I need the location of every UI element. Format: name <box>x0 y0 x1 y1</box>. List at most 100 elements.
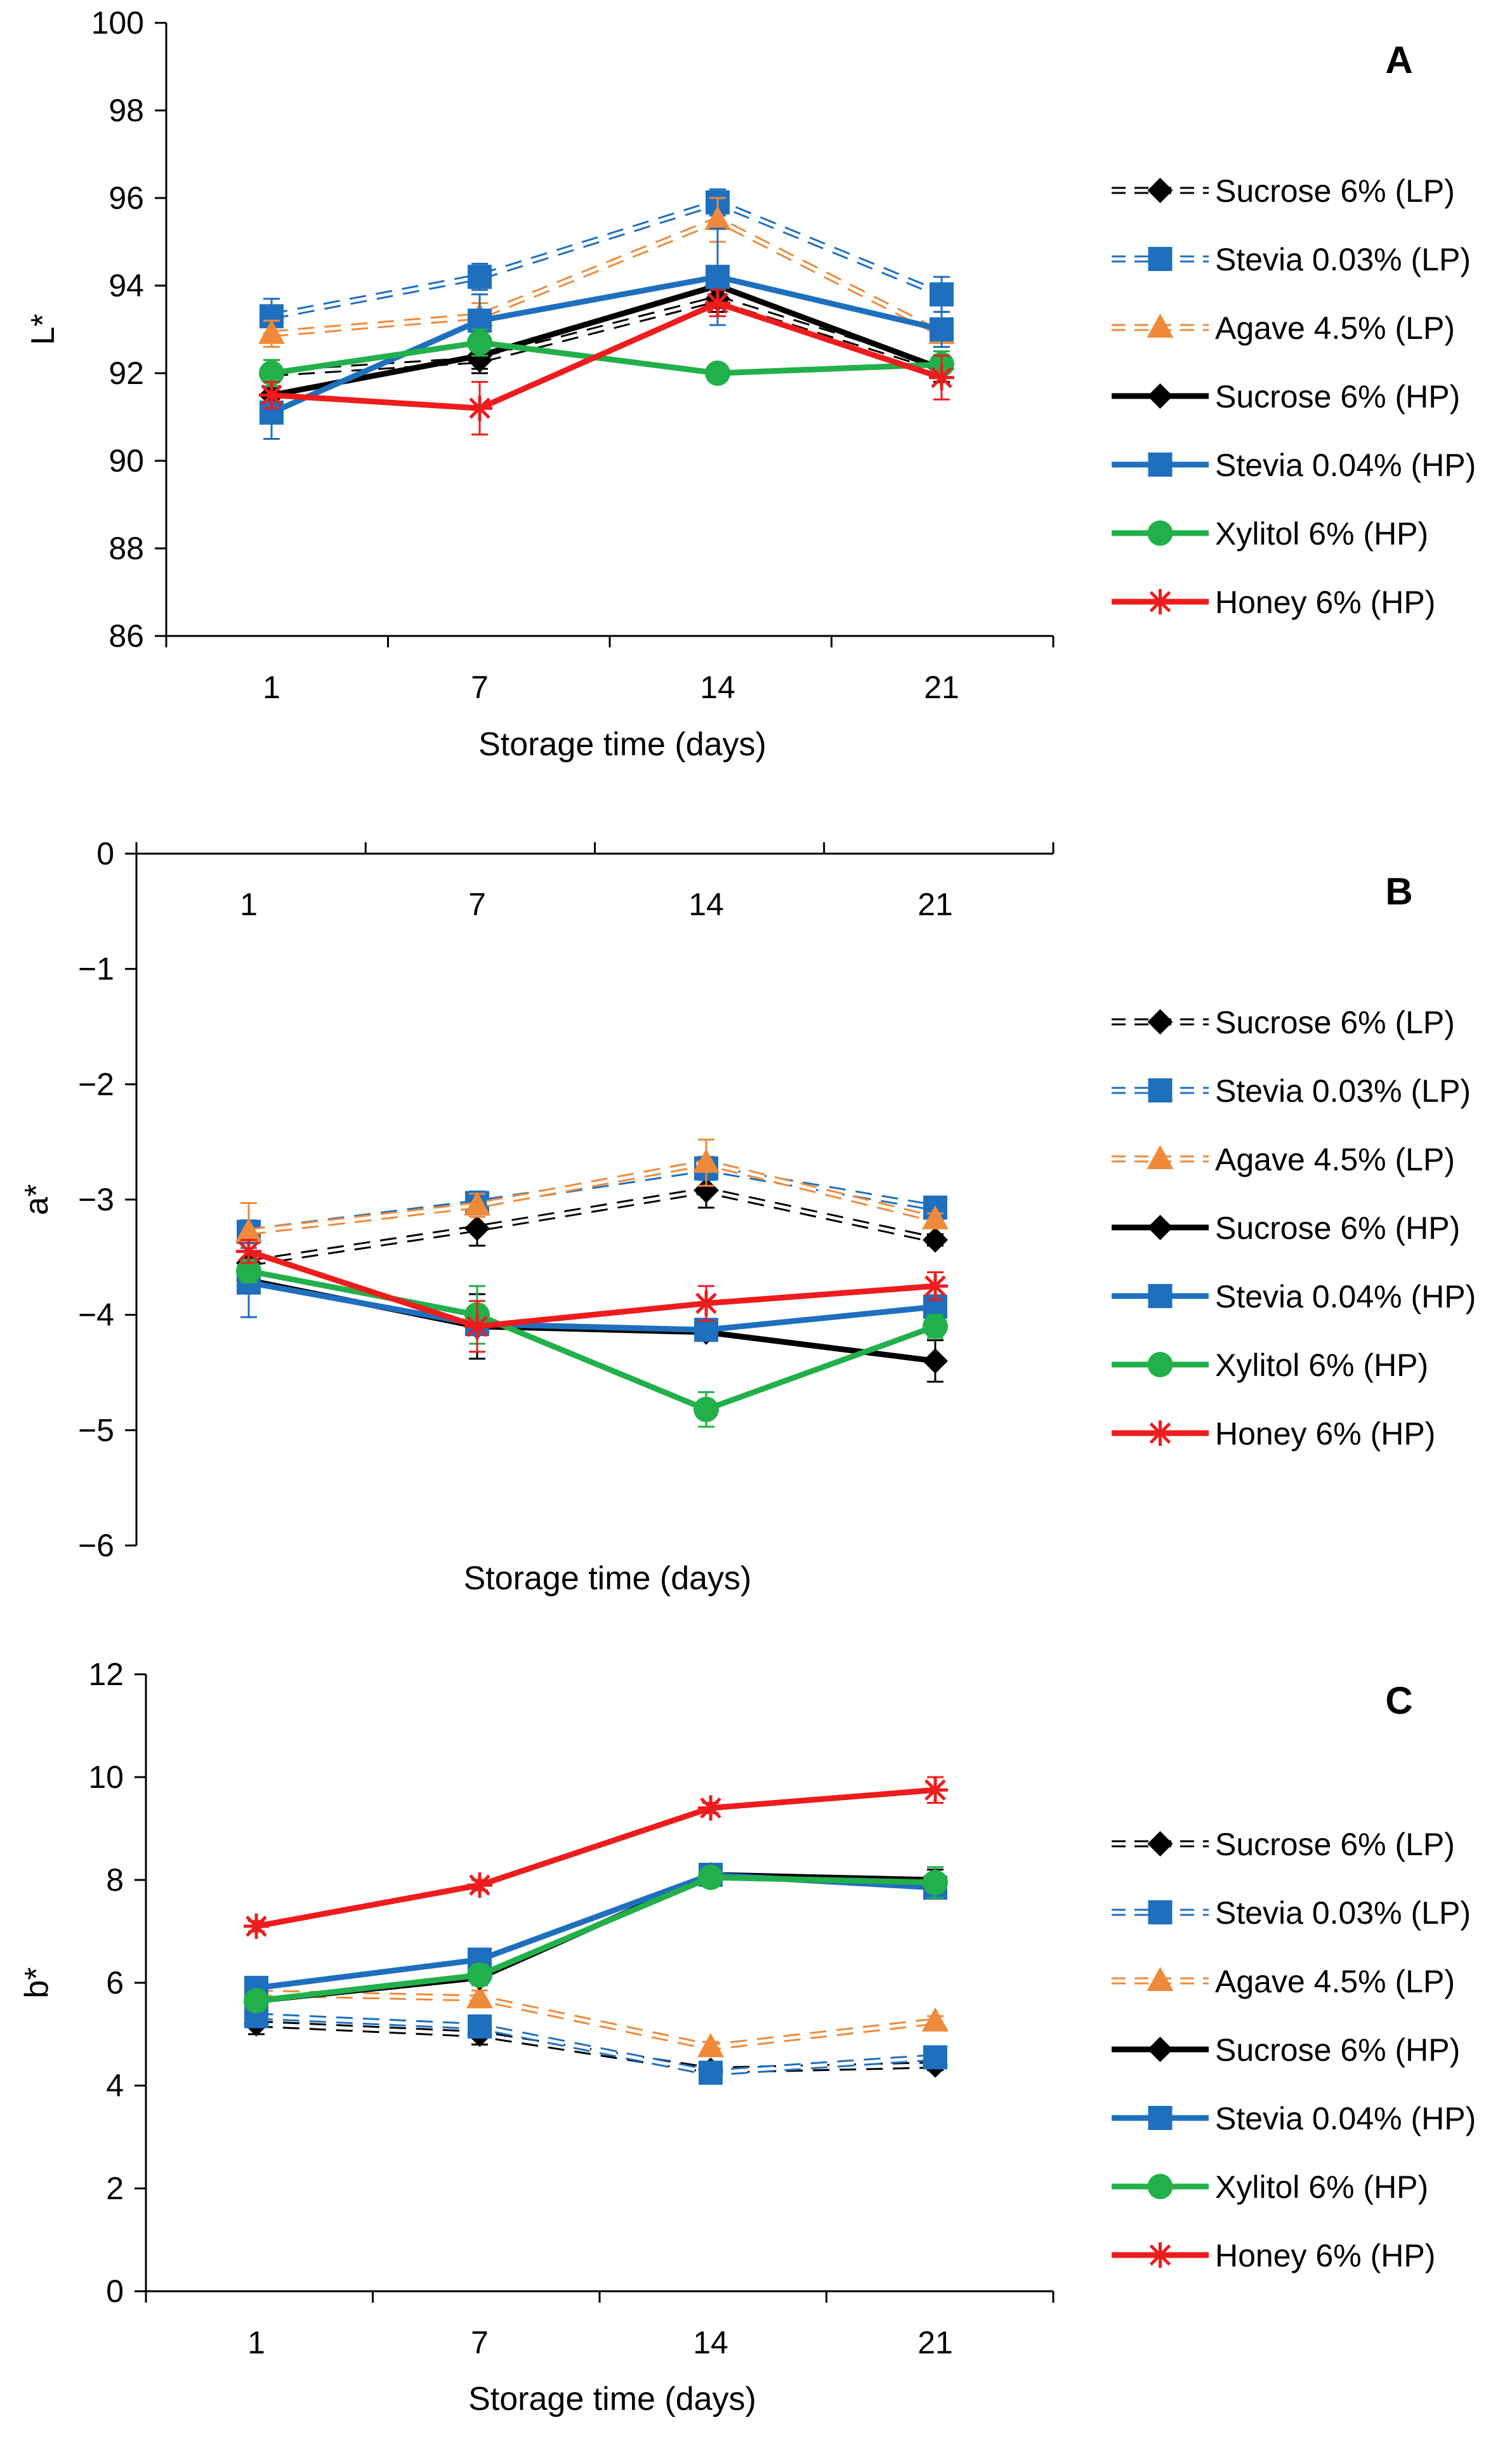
panel-c-data-point <box>698 1864 723 1890</box>
panel-b-series-line <box>248 1280 936 1333</box>
panel-c-data-point <box>697 2033 724 2058</box>
panel-c-x-axis-title: Storage time (days) <box>468 2381 756 2418</box>
panel-c-series-line <box>256 2013 936 2077</box>
panel-c-legend-label: Sucrose 6% (LP) <box>1215 1827 1455 1862</box>
panel-a-legend-marker <box>1148 453 1173 477</box>
panel-b-legend-label: Stevia 0.03% (LP) <box>1215 1073 1471 1109</box>
panel-a-y-axis-title: L* <box>25 314 62 345</box>
panel-a-data-point <box>930 282 954 307</box>
panel-b-series-2 <box>235 1139 949 1262</box>
panel-a-legend: Sucrose 6% (LP) Stevia 0.03% (LP) Agave 4.… <box>1112 173 1476 620</box>
panel-a-legend-marker <box>1148 247 1173 271</box>
panel-a-data-point <box>259 382 284 408</box>
panel-a-data-point <box>468 265 492 289</box>
panel-c-legend-marker <box>1148 2106 1173 2130</box>
panel-a-y-tick-label: 88 <box>108 531 144 566</box>
panel-b-data-point <box>923 1348 948 1374</box>
panel-b-x-tick-label: 21 <box>917 887 953 922</box>
panel-b-legend-label: Stevia 0.04% (HP) <box>1215 1279 1476 1314</box>
panel-c-y-tick-label: 10 <box>88 1759 124 1795</box>
panel-b-y-tick-label: −6 <box>78 1528 114 1563</box>
panel-c-data-point <box>922 2007 949 2032</box>
panel-c-series-1 <box>244 2004 947 2085</box>
panel-b-legend-marker <box>1147 1420 1173 1446</box>
panel-c-x-tick-label: 7 <box>471 2325 489 2360</box>
panel-b-series-line <box>248 1159 937 1236</box>
panel-a-legend-marker <box>1147 520 1173 546</box>
panel-b-legend-label: Honey 6% (HP) <box>1215 1416 1435 1452</box>
panel-b-y-tick-label: −1 <box>78 951 114 987</box>
panel-c-series-line-inner <box>256 2022 936 2072</box>
panel-c-series-line <box>256 1872 936 1991</box>
panel-b-legend-label: Sucrose 6% (HP) <box>1215 1210 1460 1246</box>
panel-a-series-line <box>271 300 943 411</box>
panel-b-legend-marker <box>1148 1284 1173 1308</box>
panel-c-series-line <box>256 1872 936 2004</box>
panel-c-data-point <box>923 1870 948 1896</box>
panel-c-data-point <box>467 1872 492 1898</box>
panel-b-series-line-inner <box>248 1161 936 1234</box>
panel-c-series-line-inner <box>256 2015 936 2075</box>
panel-b-legend-label: Agave 4.5% (LP) <box>1215 1142 1455 1177</box>
panel-b-series-5 <box>236 1258 948 1428</box>
panel-c-legend-label: Sucrose 6% (HP) <box>1215 2032 1460 2068</box>
panel-b-data-point <box>236 1258 261 1284</box>
panel-a-legend-label: Stevia 0.04% (HP) <box>1215 447 1476 483</box>
panel-c-legend-label: Agave 4.5% (LP) <box>1215 1964 1455 1999</box>
panel-b-data-point <box>694 1318 718 1342</box>
panel-c-data-point <box>468 2014 492 2039</box>
panel-c-series-line <box>256 2020 936 2074</box>
panel-b-series-line-inner <box>248 1188 936 1265</box>
panel-a-y-tick-label: 94 <box>108 268 144 303</box>
panel-b-legend-marker <box>1147 1215 1173 1240</box>
panel-a-chart: 86 88 90 92 94 96 98 100 1 7 14 21 Storage time (day… <box>25 5 1476 763</box>
panel-a-legend-marker <box>1147 178 1173 203</box>
panel-b-series-line <box>248 1268 937 1413</box>
panel-a-data-point <box>467 329 492 355</box>
panel-b-series-line-inner <box>248 1167 936 1234</box>
panel-b-data-point <box>464 1191 490 1216</box>
panel-a-data-point <box>467 395 492 421</box>
panel-b-legend-marker <box>1147 1009 1173 1035</box>
panel-a-y-tick-label: 86 <box>108 618 144 654</box>
panel-a-legend-label: Sucrose 6% (HP) <box>1215 379 1460 414</box>
panel-c-series-line-inner <box>256 1991 936 2049</box>
panel-a-y-tick-label: 98 <box>108 93 144 128</box>
panel-b-legend-marker <box>1148 1078 1173 1102</box>
panel-c-y-tick-label: 2 <box>106 2171 124 2206</box>
panel-a-y-tick-label: 96 <box>108 180 144 216</box>
panel-b-data-point <box>694 1177 719 1203</box>
panel-c-data-point <box>698 1795 723 1821</box>
panel-c-legend-marker <box>1148 1900 1173 1924</box>
panel-a-series-line-inner <box>271 218 943 336</box>
panel-c-series-6 <box>244 1776 948 1939</box>
panel-b-data-point <box>236 1238 261 1264</box>
panel-b-y-tick-label: −5 <box>78 1412 114 1448</box>
panel-b-label: B <box>1385 870 1412 913</box>
panel-a-legend-marker <box>1147 589 1173 614</box>
panel-c-y-tick-label: 12 <box>88 1657 124 1692</box>
panel-c-series-line <box>256 1787 936 1929</box>
panel-b-x-axis-title: Storage time (days) <box>464 1560 752 1597</box>
panel-c-x-tick-label: 1 <box>247 2325 265 2360</box>
panel-b-series-line <box>248 1186 937 1267</box>
panel-c-y-axis-title: b* <box>18 1967 55 1998</box>
panel-c-data-point <box>699 2060 723 2085</box>
panel-a-series-2 <box>258 197 955 348</box>
panel-a-x-tick-label: 1 <box>263 670 280 705</box>
panel-c-y-tick-label: 0 <box>106 2273 124 2309</box>
panel-b-x-tick-label: 1 <box>240 887 258 922</box>
panel-a-x-tick-label: 7 <box>471 670 489 705</box>
panel-a-label: A <box>1385 39 1412 81</box>
panel-c-data-point <box>467 1962 492 1988</box>
panel-b-legend-marker <box>1147 1352 1173 1377</box>
panel-c-legend-marker <box>1147 2242 1173 2268</box>
panel-b-y-tick-label: 0 <box>96 836 114 871</box>
panel-b-chart: 0 −1 −2 −3 −4 −5 −6 1 7 14 21 Storage time (days) a*… <box>18 836 1476 1597</box>
panel-c-series-4 <box>244 1862 947 2001</box>
panel-c-series-line <box>256 1874 936 2004</box>
panel-a-data-point <box>930 317 954 341</box>
panel-c-data-point <box>466 1984 493 2009</box>
panel-a-y-tick-label: 90 <box>108 443 144 479</box>
panel-b-series-line <box>248 1165 936 1236</box>
